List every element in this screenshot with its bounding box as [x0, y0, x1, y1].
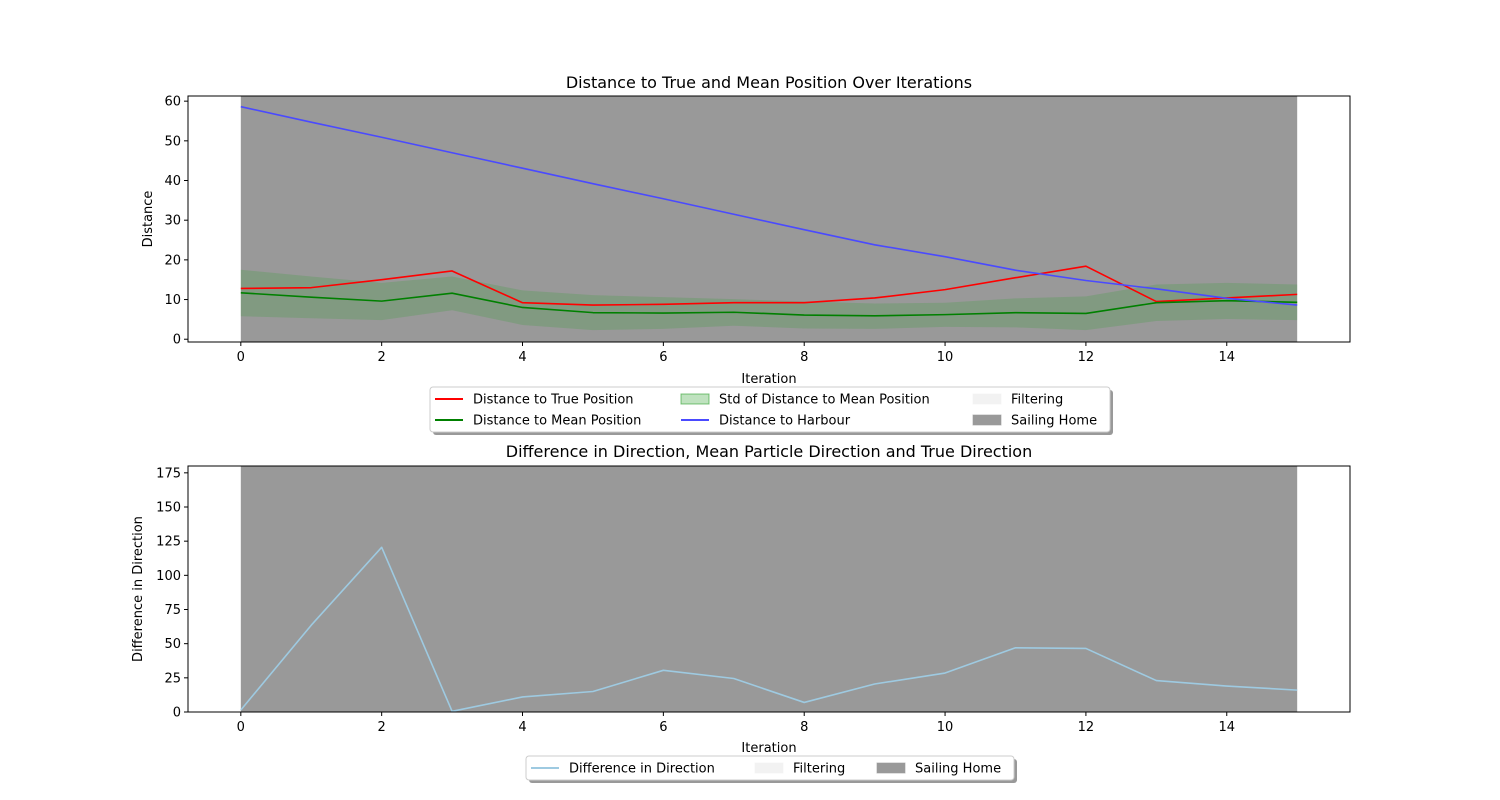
- x-tick-label: 12: [1078, 720, 1095, 735]
- x-tick-label: 0: [237, 720, 245, 735]
- x-tick-label: 12: [1078, 350, 1095, 365]
- legend-box: [429, 386, 1111, 433]
- y-tick-label: 20: [164, 253, 181, 268]
- y-tick-label: 60: [164, 95, 181, 110]
- y-tick-label: 40: [164, 174, 181, 189]
- chart-1: 0 2 4 6 8 10 12 14 0 10 20 30 40 50 60 Distance to True…: [141, 73, 1351, 435]
- x-tick-label: 10: [937, 350, 954, 365]
- x-tick-label: 6: [659, 350, 667, 365]
- x-tick-label: 8: [800, 720, 808, 735]
- x-tick-label: 4: [518, 720, 526, 735]
- x-tick-label: 2: [378, 720, 386, 735]
- x-tick-label: 0: [237, 350, 245, 365]
- legend-label: Filtering: [1011, 393, 1063, 408]
- y-tick-label: 30: [164, 214, 181, 229]
- x-tick-label: 14: [1218, 350, 1235, 365]
- x-tick-label: 10: [937, 720, 954, 735]
- x-tick-label: 8: [800, 350, 808, 365]
- y-tick-label: 175: [156, 466, 181, 481]
- y-tick-label: 100: [156, 569, 181, 584]
- plot-frame: [187, 95, 1351, 343]
- y-axis-label: Distance: [141, 191, 156, 248]
- legend: Difference in Direction Filtering Sailing …: [525, 755, 1017, 783]
- chart-title: Distance to True and Mean Position Over …: [566, 73, 972, 92]
- y-tick-label: 50: [164, 637, 181, 652]
- chart-title: Difference in Direction, Mean Particle D…: [506, 442, 1032, 461]
- series-line-distance-to-mean-position: [240, 292, 1298, 317]
- series-line-difference-in-direction: [240, 546, 1298, 713]
- y-tick-label: 0: [173, 333, 181, 348]
- legend-swatch: [972, 393, 1002, 405]
- chart-2: 0 2 4 6 8 10 12 14 0 25 50 75 100 125 150 175 Difference…: [131, 442, 1351, 783]
- legend-label: Distance to Mean Position: [473, 414, 641, 429]
- x-axis-label: Iteration: [741, 372, 796, 387]
- legend-label: Difference in Direction: [569, 762, 715, 777]
- region-sailing-home: [240, 96, 1298, 342]
- x-axis-label: Iteration: [741, 741, 796, 756]
- legend-label: Filtering: [793, 762, 845, 777]
- x-tick-label: 2: [378, 350, 386, 365]
- region-sailing-home: [240, 466, 1298, 712]
- legend-label: Distance to Harbour: [719, 414, 851, 429]
- y-tick-label: 25: [164, 671, 181, 686]
- legend-label: Sailing Home: [1011, 414, 1097, 429]
- legend-swatch: [680, 393, 710, 405]
- legend: Distance to True Position Distance to Mea…: [429, 386, 1113, 435]
- plot-frame: [187, 465, 1351, 713]
- legend-label: Std of Distance to Mean Position: [719, 393, 930, 408]
- legend-swatch: [876, 762, 906, 774]
- legend-swatch: [754, 762, 784, 774]
- y-tick-label: 10: [164, 293, 181, 308]
- legend-label: Sailing Home: [915, 762, 1001, 777]
- x-tick-label: 14: [1218, 720, 1235, 735]
- y-tick-label: 0: [173, 706, 181, 721]
- x-tick-label: 6: [659, 720, 667, 735]
- y-tick-label: 50: [164, 134, 181, 149]
- x-tick-label: 4: [518, 350, 526, 365]
- y-tick-label: 125: [156, 535, 181, 550]
- legend-swatch: [972, 414, 1002, 426]
- y-axis-label: Difference in Direction: [131, 516, 146, 662]
- legend-label: Distance to True Position: [473, 393, 634, 408]
- series-line-distance-to-harbour: [240, 105, 1298, 306]
- y-tick-label: 150: [156, 501, 181, 516]
- y-tick-label: 75: [164, 603, 181, 618]
- std-band: [240, 269, 1298, 331]
